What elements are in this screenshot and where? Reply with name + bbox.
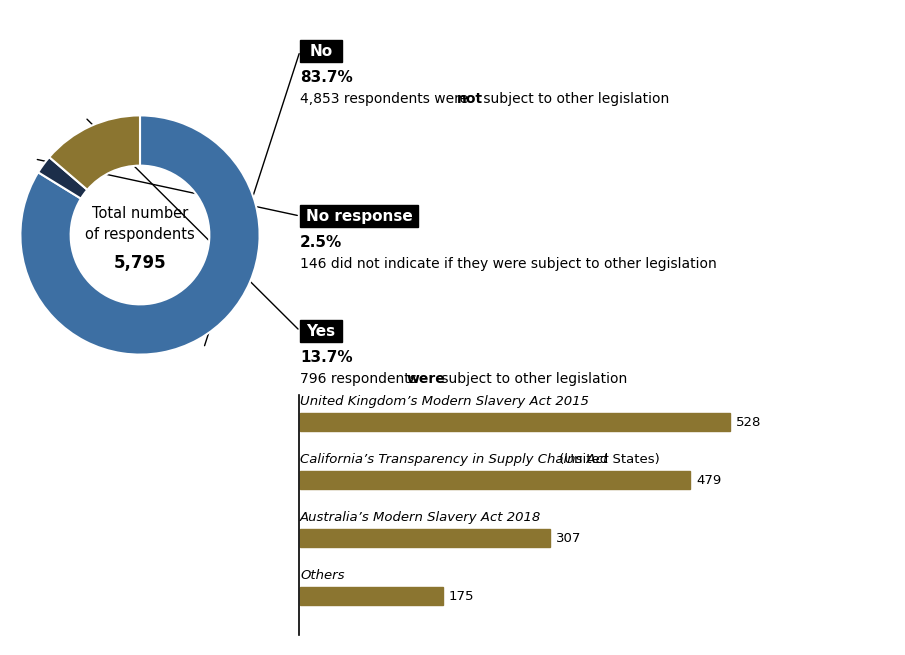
Text: 83.7%: 83.7% (300, 70, 353, 85)
FancyBboxPatch shape (300, 40, 342, 62)
Text: of respondents: of respondents (85, 227, 195, 242)
Text: Yes: Yes (307, 324, 336, 339)
Text: Others: Others (300, 569, 345, 582)
Text: 13.7%: 13.7% (300, 350, 353, 365)
Text: 4,853 respondents were: 4,853 respondents were (300, 92, 472, 106)
Wedge shape (21, 115, 260, 354)
FancyBboxPatch shape (300, 205, 418, 227)
FancyBboxPatch shape (300, 529, 550, 547)
Text: No: No (310, 43, 332, 58)
FancyBboxPatch shape (300, 320, 342, 342)
Text: 796 respondents: 796 respondents (300, 372, 421, 386)
Text: 146 did not indicate if they were subject to other legislation: 146 did not indicate if they were subjec… (300, 257, 717, 271)
Text: No response: No response (306, 208, 413, 223)
Text: were: were (407, 372, 446, 386)
Text: 528: 528 (736, 415, 761, 428)
Text: (United States): (United States) (556, 453, 660, 466)
Text: not: not (457, 92, 483, 106)
Wedge shape (49, 115, 140, 190)
Text: 307: 307 (556, 531, 581, 544)
Text: subject to other legislation: subject to other legislation (479, 92, 670, 106)
Wedge shape (38, 157, 88, 198)
Text: California’s Transparency in Supply Chains Act: California’s Transparency in Supply Chai… (300, 453, 608, 466)
Text: United Kingdom’s Modern Slavery Act 2015: United Kingdom’s Modern Slavery Act 2015 (300, 395, 589, 408)
Text: 175: 175 (449, 590, 474, 603)
Text: 5,795: 5,795 (114, 253, 167, 272)
Text: Total number: Total number (92, 206, 188, 221)
Text: 2.5%: 2.5% (300, 235, 342, 250)
FancyBboxPatch shape (300, 587, 443, 605)
FancyBboxPatch shape (300, 413, 730, 431)
Text: subject to other legislation: subject to other legislation (437, 372, 627, 386)
Text: Australia’s Modern Slavery Act 2018: Australia’s Modern Slavery Act 2018 (300, 511, 541, 524)
Text: 479: 479 (696, 474, 721, 487)
FancyBboxPatch shape (300, 471, 691, 489)
